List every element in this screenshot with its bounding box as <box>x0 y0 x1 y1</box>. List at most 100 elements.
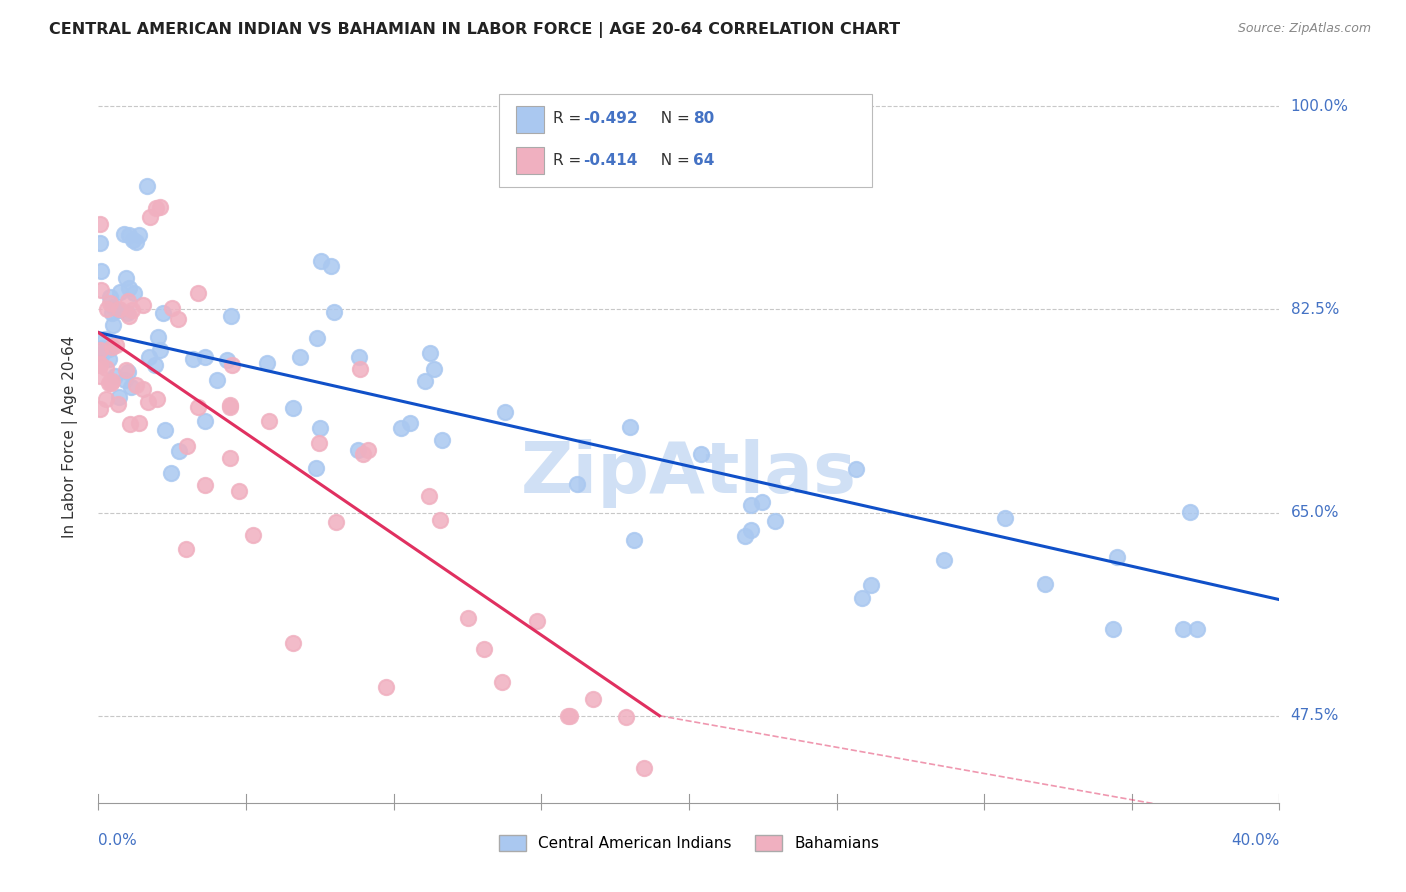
Point <box>98 342 121 356</box>
Point <box>146 392 169 406</box>
Point <box>98 290 121 304</box>
Point <box>89 343 111 358</box>
Point <box>526 615 548 629</box>
Point <box>138 351 160 365</box>
Point <box>91 347 114 361</box>
Text: ZipAtlas: ZipAtlas <box>522 439 856 508</box>
Text: 64: 64 <box>693 153 714 168</box>
Point <box>90 283 112 297</box>
Point <box>305 460 328 475</box>
Text: -0.492: -0.492 <box>583 112 638 126</box>
Point <box>155 423 177 437</box>
Point <box>132 382 155 396</box>
Text: R =: R = <box>553 112 586 126</box>
Point <box>112 227 135 241</box>
Point <box>690 447 713 461</box>
Point <box>97 351 120 366</box>
Point <box>96 302 118 317</box>
Point <box>108 285 131 299</box>
Point <box>763 514 786 528</box>
Point <box>176 541 198 556</box>
Point <box>218 398 240 412</box>
Point <box>187 285 209 300</box>
Point <box>614 710 637 724</box>
Point <box>98 296 121 310</box>
Point <box>131 298 153 312</box>
Text: CENTRAL AMERICAN INDIAN VS BAHAMIAN IN LABOR FORCE | AGE 20-64 CORRELATION CHART: CENTRAL AMERICAN INDIAN VS BAHAMIAN IN L… <box>49 22 900 38</box>
Point <box>187 401 209 415</box>
Point <box>94 332 117 346</box>
Legend: Central American Indians, Bahamians: Central American Indians, Bahamians <box>492 830 886 857</box>
Point <box>194 414 217 428</box>
Point <box>751 494 773 508</box>
Point <box>89 402 111 417</box>
Point <box>1033 576 1056 591</box>
Point <box>860 578 883 592</box>
Point <box>740 499 762 513</box>
Point <box>90 264 112 278</box>
Point <box>633 761 655 775</box>
Point <box>205 373 228 387</box>
Point <box>103 300 125 314</box>
Point <box>219 450 242 465</box>
Point <box>1171 622 1194 636</box>
Point <box>374 680 396 694</box>
Point <box>994 511 1017 525</box>
Point <box>146 330 169 344</box>
Point <box>1101 622 1123 636</box>
Point <box>118 417 141 431</box>
Y-axis label: In Labor Force | Age 20-64: In Labor Force | Age 20-64 <box>62 336 77 538</box>
Point <box>114 373 136 387</box>
Point <box>148 201 170 215</box>
Text: 0.0%: 0.0% <box>98 833 138 848</box>
Point <box>851 591 873 606</box>
Point <box>94 392 117 406</box>
Point <box>389 421 412 435</box>
Point <box>108 302 131 317</box>
Text: 47.5%: 47.5% <box>1291 708 1339 723</box>
Point <box>125 235 148 249</box>
Point <box>347 443 370 458</box>
Point <box>322 305 344 319</box>
Point <box>219 401 242 415</box>
Point <box>1185 622 1208 636</box>
Point <box>100 374 122 388</box>
Point <box>305 330 328 344</box>
Point <box>494 405 516 419</box>
Point <box>288 350 311 364</box>
Text: 80: 80 <box>693 112 714 126</box>
Point <box>152 306 174 320</box>
Point <box>149 343 172 358</box>
Point <box>422 362 444 376</box>
Point <box>121 302 143 317</box>
Point <box>181 352 204 367</box>
Point <box>118 310 141 324</box>
Point <box>89 358 111 372</box>
Point <box>115 363 138 377</box>
Point <box>582 691 605 706</box>
Point <box>472 641 495 656</box>
Text: R =: R = <box>553 153 586 168</box>
Text: N =: N = <box>651 153 695 168</box>
Point <box>734 529 756 543</box>
Point <box>398 416 420 430</box>
Point <box>160 301 183 315</box>
Point <box>122 286 145 301</box>
Point <box>107 302 129 317</box>
Point <box>105 338 128 352</box>
Text: Source: ZipAtlas.com: Source: ZipAtlas.com <box>1237 22 1371 36</box>
Text: 40.0%: 40.0% <box>1232 833 1279 848</box>
Point <box>430 433 453 447</box>
Point <box>259 414 281 428</box>
Point <box>128 228 150 243</box>
Point <box>120 380 142 394</box>
Point <box>619 420 641 434</box>
Point <box>145 201 167 215</box>
Point <box>89 369 111 384</box>
Point <box>349 362 371 376</box>
Text: -0.414: -0.414 <box>583 153 638 168</box>
Point <box>100 376 122 390</box>
Point <box>281 401 304 416</box>
Point <box>321 259 343 273</box>
Point <box>740 523 762 537</box>
